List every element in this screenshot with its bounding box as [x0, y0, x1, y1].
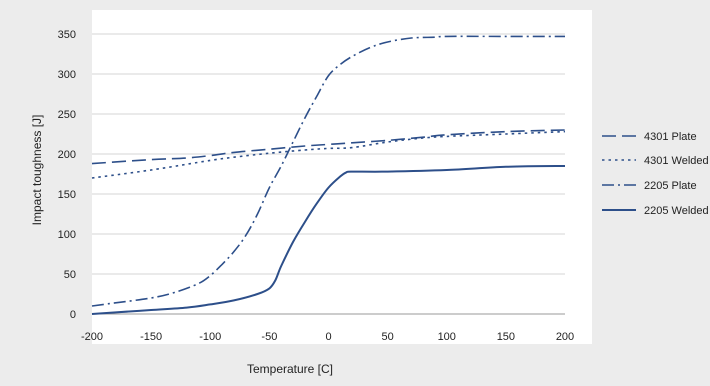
x-tick-label: -200: [81, 331, 103, 343]
legend: 4301 Plate 4301 Welded 2205 Plate 2205 Weld…: [602, 131, 709, 217]
y-tick-label: 200: [58, 149, 76, 161]
x-tick-label: 100: [438, 331, 456, 343]
legend-label: 4301 Plate: [644, 131, 697, 143]
x-tick-label: 0: [325, 331, 331, 343]
y-tick-label: 100: [58, 229, 76, 241]
x-tick-label: 50: [382, 331, 394, 343]
y-tick-label: 300: [58, 69, 76, 81]
x-tick-label: -50: [261, 331, 277, 343]
y-tick-label: 250: [58, 109, 76, 121]
x-axis-title: Temperature [C]: [247, 362, 333, 376]
series-line-2205-plate: [91, 35, 565, 307]
y-axis-title: Impact toughness [J]: [30, 115, 44, 226]
series-line-4301-welded: [91, 130, 566, 179]
series-line-4301-plate: [91, 129, 566, 165]
y-tick-label: 0: [70, 309, 76, 321]
legend-label: 2205 Plate: [644, 180, 697, 192]
plot-area: [92, 10, 592, 344]
x-tick-label: 150: [497, 331, 515, 343]
y-tick-label: 350: [58, 29, 76, 41]
series-line-2205-welded: [91, 165, 566, 315]
grid-lines: [92, 33, 565, 315]
y-tick-label: 50: [64, 269, 76, 281]
legend-label: 2205 Welded: [644, 205, 709, 217]
x-tick-label: -100: [199, 331, 221, 343]
legend-label: 4301 Welded: [644, 155, 709, 167]
y-tick-label: 150: [58, 189, 76, 201]
tick-labels: 0 50 100 150 200 250 300 350 -200 -150 -100 -50 0 50 1…: [58, 29, 575, 343]
x-tick-label: 200: [556, 331, 574, 343]
x-tick-label: -150: [140, 331, 162, 343]
series-lines: [91, 35, 566, 315]
